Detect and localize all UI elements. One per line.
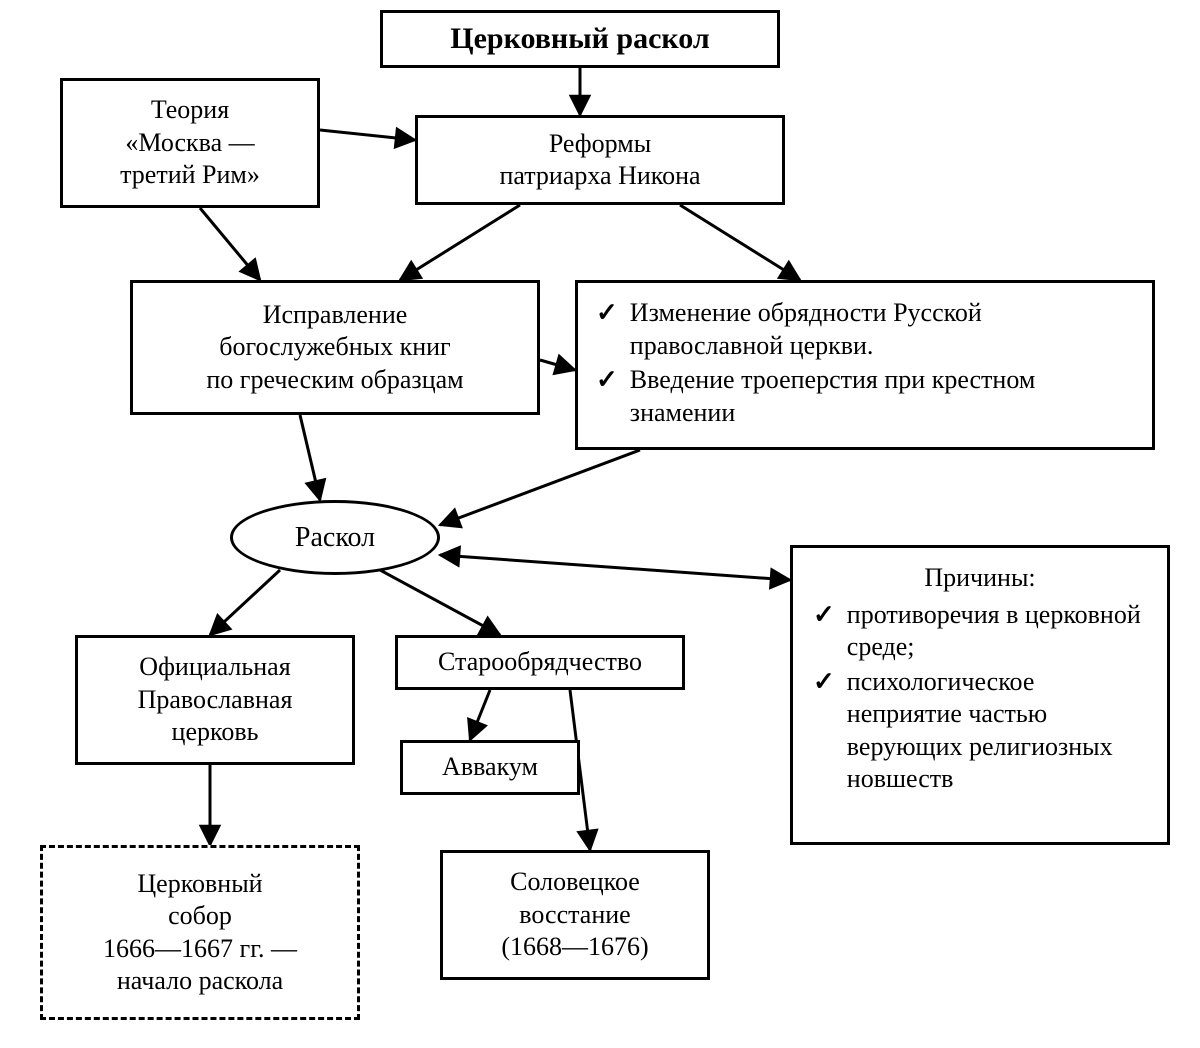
check-item: Введение троеперстия при крестном знамен… <box>596 364 1134 429</box>
text-line: церковь <box>138 716 293 749</box>
text-line: третий Рим» <box>120 159 260 192</box>
diagram-canvas: Церковный раскол Теория «Москва — третий… <box>0 0 1200 1048</box>
text-line: патриарха Никона <box>499 160 700 193</box>
text-line: Церковный <box>103 868 297 901</box>
reasons-heading: Причины: <box>813 562 1147 595</box>
node-solovki: Соловецкое восстание (1668—1676) <box>440 850 710 980</box>
node-theory: Теория «Москва — третий Рим» <box>60 78 320 208</box>
edge-old-avvakum <box>470 690 490 740</box>
edge-reforms-books <box>400 205 520 280</box>
check-item: противоречия в церковной среде; <box>813 599 1147 664</box>
text-line: восстание <box>501 899 648 932</box>
edge-reasons-schism <box>440 555 790 580</box>
node-theory-body: Теория «Москва — третий Рим» <box>120 94 260 192</box>
node-avvakum-text: Аввакум <box>442 751 538 784</box>
text-line: Соловецкое <box>501 866 648 899</box>
node-solovki-body: Соловецкое восстание (1668—1676) <box>501 866 648 964</box>
node-council-body: Церковный собор 1666—1667 гг. — начало р… <box>103 868 297 998</box>
text-line: богослужебных книг <box>206 331 463 364</box>
node-schism: Раскол <box>230 500 440 575</box>
node-books: Исправление богослужебных книг по гречес… <box>130 280 540 415</box>
node-reasons-body: Причины: противоречия в церковной среде;… <box>813 562 1147 798</box>
edge-schism-old <box>380 570 500 635</box>
check-item: Изменение обрядности Русской православно… <box>596 297 1134 362</box>
node-changes: Изменение обрядности Русской православно… <box>575 280 1155 450</box>
node-reasons: Причины: противоречия в церковной среде;… <box>790 545 1170 845</box>
node-title-text: Церковный раскол <box>450 20 710 58</box>
edge-theory-books <box>200 208 260 280</box>
text-line: 1666—1667 гг. — <box>103 933 297 966</box>
text-line: начало раскола <box>103 965 297 998</box>
node-reforms: Реформы патриарха Никона <box>415 115 785 205</box>
node-schism-text: Раскол <box>295 522 375 554</box>
edge-reforms-changes <box>680 205 800 280</box>
text-line: по греческим образцам <box>206 364 463 397</box>
node-reforms-body: Реформы патриарха Никона <box>499 128 700 193</box>
text-line: Исправление <box>206 299 463 332</box>
text-line: «Москва — <box>120 127 260 160</box>
edge-books-schism <box>300 415 320 500</box>
text-line: Официальная <box>138 651 293 684</box>
node-title: Церковный раскол <box>380 10 780 68</box>
text-line: Реформы <box>499 128 700 161</box>
node-old: Старообрядчество <box>395 635 685 690</box>
edge-books-changes <box>540 360 575 370</box>
node-avvakum: Аввакум <box>400 740 580 795</box>
node-reasons-list: противоречия в церковной среде; психолог… <box>813 599 1147 796</box>
node-changes-list: Изменение обрядности Русской православно… <box>596 295 1134 431</box>
edge-changes-schism <box>440 450 640 525</box>
text-line: Теория <box>120 94 260 127</box>
node-official: Официальная Православная церковь <box>75 635 355 765</box>
node-old-text: Старообрядчество <box>438 646 642 679</box>
text-line: (1668—1676) <box>501 931 648 964</box>
text-line: собор <box>103 900 297 933</box>
check-item: психологическое неприятие частью верующи… <box>813 666 1147 796</box>
edge-schism-official <box>210 570 280 635</box>
text-line: Православная <box>138 684 293 717</box>
node-council: Церковный собор 1666—1667 гг. — начало р… <box>40 845 360 1020</box>
node-books-body: Исправление богослужебных книг по гречес… <box>206 299 463 397</box>
edge-theory-reforms <box>320 130 415 140</box>
node-official-body: Официальная Православная церковь <box>138 651 293 749</box>
